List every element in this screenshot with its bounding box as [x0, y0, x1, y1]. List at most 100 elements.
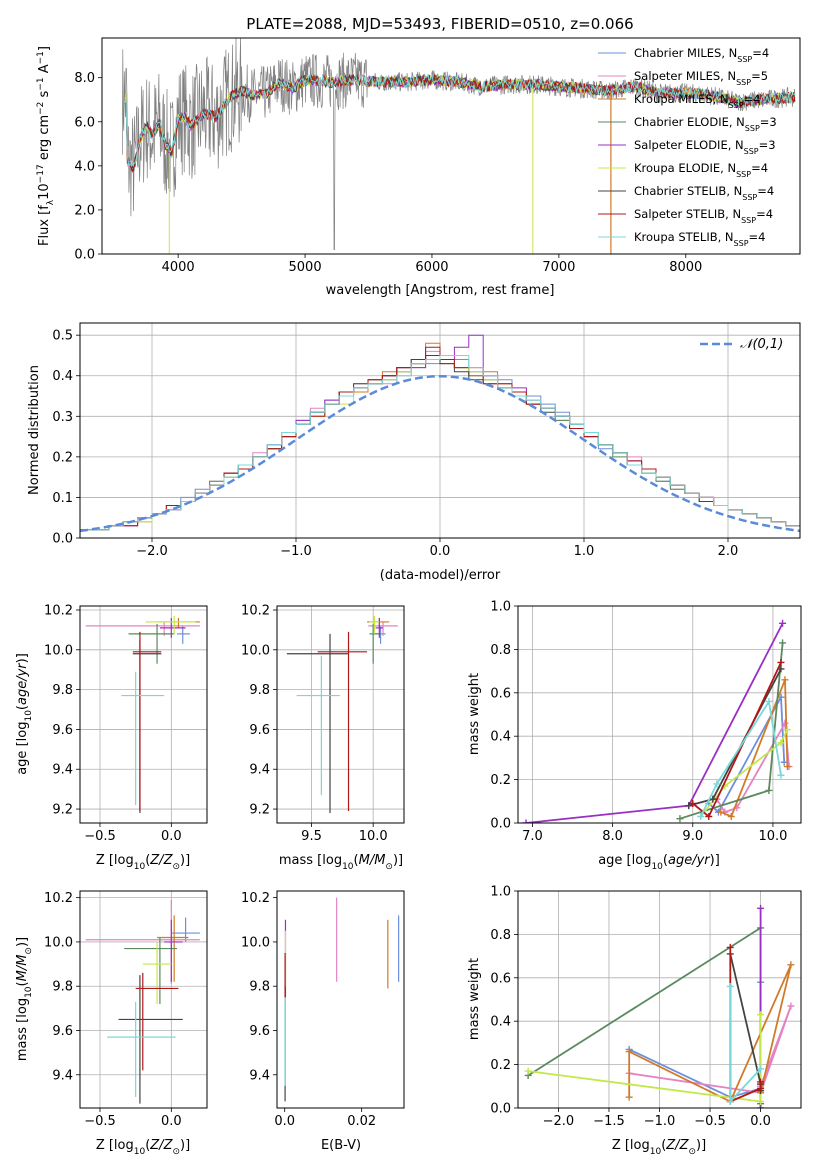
- x-axis-label: (data-model)/error: [380, 568, 501, 583]
- chart-spectrum: 4000 5000 6000 7000 8000 0.0 2.0 4.0 6.0 8.0 wavel…: [36, 37, 801, 298]
- x-axis-label: mass [log10(M/M⊙)]: [279, 853, 403, 872]
- y-tick-label: 0.8: [490, 928, 511, 943]
- plot-area: [522, 619, 793, 823]
- weight-point-marker: [689, 799, 697, 807]
- label-part: )]: [180, 853, 190, 868]
- label-part: =4: [744, 92, 761, 106]
- y-tick-label: 9.6: [249, 1024, 270, 1039]
- weight-point-marker: [783, 763, 791, 771]
- y-tick-label: 10.0: [241, 935, 270, 950]
- label-part: )]: [696, 1138, 706, 1153]
- x-tick-label: 6000: [415, 260, 448, 275]
- label-part: (: [15, 705, 30, 710]
- weight-point-marker: [777, 739, 785, 747]
- y-tick-label: 10.0: [44, 643, 73, 658]
- weight-point-marker: [757, 904, 765, 912]
- label-part: (: [663, 853, 668, 868]
- label-part: Chabrier STELIB, N: [634, 184, 742, 198]
- weight-point-marker: [787, 1002, 795, 1010]
- weight-point-marker: [777, 658, 785, 666]
- x-tick-label: 1.0: [574, 544, 595, 559]
- y-tick-label: 10.2: [241, 603, 270, 618]
- label-part: (: [145, 1138, 150, 1153]
- label-part: SSP: [736, 170, 751, 179]
- y-tick-label: 0.6: [490, 686, 511, 701]
- legend-label: 𝒩(0,1): [740, 337, 783, 352]
- weight-point-marker: [717, 808, 725, 816]
- label-part: Kroupa MILES, N: [634, 92, 729, 106]
- y-tick-label: 9.4: [52, 1068, 73, 1083]
- label-part: erg cm: [37, 115, 52, 164]
- chart-weight-vs-age: 7.0 8.0 9.0 10.0 0.0 0.2 0.4 0.6 0.8 1.0 age [log1…: [467, 600, 802, 872]
- plot-area: [284, 897, 400, 1102]
- y-tick-label: 9.4: [249, 763, 270, 778]
- label-part: )]: [393, 853, 403, 868]
- axes-frame: [101, 37, 801, 255]
- y-axis-label: mass [log10(M/M⊙)]: [15, 937, 34, 1061]
- x-tick-label: 9.0: [682, 829, 703, 844]
- x-tick-label: 10.0: [758, 829, 787, 844]
- x-tick-label: 7000: [542, 260, 575, 275]
- weight-point-marker: [676, 815, 684, 823]
- label-part: ⊙: [385, 862, 393, 872]
- x-tick-label: −0.5: [84, 829, 116, 844]
- label-part: Z [log: [96, 1138, 134, 1153]
- plot-area: [85, 615, 200, 814]
- y-axis-label: age [log10(age/yr)]: [15, 653, 34, 775]
- label-part: =4: [756, 207, 773, 221]
- plot-area: [286, 615, 398, 814]
- y-tick-label: 0.0: [52, 532, 73, 547]
- chart-weight-vs-Z: −2.0 −1.5 −1.0 −0.5 0.0 0.0 0.2 0.4 0.6 0.8 1.0 Z […: [467, 885, 802, 1157]
- gaussian-curve-line: [80, 374, 800, 533]
- y-tick-label: 9.2: [249, 803, 270, 818]
- label-part: M/M: [15, 955, 30, 982]
- y-tick-label: 0.3: [52, 410, 73, 425]
- weight-series-line: [525, 622, 784, 823]
- x-tick-label: −2.0: [543, 1114, 575, 1129]
- chart-mass-vs-Z: −0.5 0.09.49.69.810.010.2Z [log10(Z/Z⊙)]m…: [15, 890, 208, 1157]
- plot-area: [85, 899, 200, 1104]
- label-part: =5: [751, 69, 768, 83]
- y-axis-label: Normed distribution: [27, 365, 42, 495]
- legend-label: Chabrier STELIB, NSSP=4: [634, 184, 774, 202]
- label-part: )]: [180, 1138, 190, 1153]
- x-axis-label: Z [log10(Z/Z⊙)]: [96, 1138, 190, 1157]
- model-spectrum-line: [124, 73, 796, 167]
- legend-label: Chabrier MILES, NSSP=4: [634, 46, 769, 64]
- label-part: Chabrier MILES, N: [634, 46, 737, 60]
- x-tick-label: 0.0: [161, 1114, 182, 1129]
- axes-frame: [79, 605, 208, 824]
- y-tick-label: 0.4: [490, 730, 511, 745]
- weight-point-marker: [705, 812, 713, 820]
- label-part: age [log: [15, 722, 30, 775]
- weight-point-marker: [726, 943, 734, 951]
- x-axis-label: Z [log10(Z/Z⊙)]: [96, 853, 190, 872]
- x-axis-label: wavelength [Angstrom, rest frame]: [326, 283, 555, 298]
- x-tick-label: 0.02: [347, 1114, 376, 1129]
- y-tick-label: 10.2: [44, 891, 73, 906]
- x-tick-label: 0.0: [161, 829, 182, 844]
- weight-point-marker: [713, 780, 721, 788]
- plot-area: [80, 334, 800, 538]
- label-part: −2: [36, 102, 46, 115]
- label-part: =3: [759, 138, 776, 152]
- label-part: =4: [751, 161, 768, 175]
- weight-point-marker: [625, 1093, 633, 1101]
- weight-point-marker: [757, 1011, 765, 1019]
- label-part: (: [661, 1138, 666, 1153]
- y-tick-label: 9.6: [52, 1024, 73, 1039]
- label-part: =4: [752, 46, 769, 60]
- y-tick-label: 0.2: [490, 1058, 511, 1073]
- plot-area: [524, 904, 795, 1108]
- legend-label: Kroupa STELIB, NSSP=4: [634, 230, 765, 248]
- weight-point-marker: [709, 795, 717, 803]
- y-tick-label: 9.4: [249, 1068, 270, 1083]
- label-part: ⊙: [24, 947, 34, 955]
- chart-age-vs-mass: 9.5 10.0 9.2 9.4 9.6 9.8 10.0 10.2 mass [log10(M…: [241, 603, 405, 872]
- weight-point-marker: [685, 802, 693, 810]
- plot-area: [121, 38, 796, 254]
- weight-point-marker: [757, 1084, 765, 1092]
- weight-series-line: [527, 926, 762, 1104]
- y-tick-label: 9.8: [249, 980, 270, 995]
